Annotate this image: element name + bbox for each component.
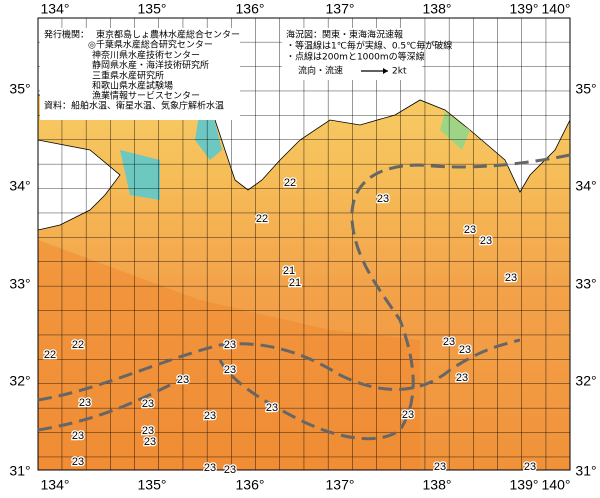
publisher: 三重県水産研究所 xyxy=(92,69,164,81)
source: 資料：船舶水温、衛星水温、気象庁解析水温 xyxy=(44,100,224,112)
longitude-label: 140° xyxy=(542,1,571,17)
latitude-label: 31° xyxy=(9,463,30,479)
publisher: 東京都島しょ農林水産総合センター xyxy=(96,29,240,41)
latitude-label: 34° xyxy=(9,178,30,194)
current-axis xyxy=(37,153,571,441)
info-box xyxy=(40,28,240,120)
contour-label: 23 xyxy=(443,336,455,348)
longitude-label: 139° xyxy=(510,477,539,493)
publisher: 漁業情報サービスセンター xyxy=(92,90,200,102)
longitude-label: 134° xyxy=(41,1,70,17)
longitude-label: 135° xyxy=(138,1,167,17)
longitude-label: 139° xyxy=(510,1,539,17)
longitude-label: 137° xyxy=(326,477,355,493)
contour-label: 23 xyxy=(177,374,189,386)
longitude-label: 138° xyxy=(423,1,452,17)
publisher: 和歌山県水産試験場 xyxy=(92,80,173,92)
publisher: 静岡県水産・海洋技術研究所 xyxy=(92,59,209,71)
contour-label: 22 xyxy=(284,177,296,189)
contour-label: 23 xyxy=(224,339,236,351)
current-scale: 2kt xyxy=(392,67,407,77)
contour-label: 23 xyxy=(72,456,84,468)
longitude-label: 138° xyxy=(423,477,452,493)
legend-note: ・等温線は1℃毎が実線、0.5℃毎が破線 xyxy=(286,40,452,52)
legend-note: ・点線は200mと1000mの等深線 xyxy=(286,51,425,63)
contour-label: 23 xyxy=(144,436,156,448)
contour-label: 23 xyxy=(224,464,236,476)
contour-label: 21 xyxy=(289,277,301,289)
contour-label: 23 xyxy=(79,397,91,409)
latitude-label: 32° xyxy=(9,373,30,389)
latitude-label: 31° xyxy=(575,463,596,479)
contour-label: 23 xyxy=(142,425,154,437)
longitude-label: 137° xyxy=(326,1,355,17)
contour-label: 23 xyxy=(456,372,468,384)
contour-label: 23 xyxy=(72,430,84,442)
latitude-label: 33° xyxy=(575,276,596,292)
contour-label: 21 xyxy=(283,265,295,277)
latitude-label: 32° xyxy=(575,373,596,389)
longitude-label: 136° xyxy=(236,477,265,493)
latitude-label: 34° xyxy=(575,178,596,194)
contour-label: 23 xyxy=(524,461,536,473)
contour-label: 22 xyxy=(256,213,268,225)
longitude-label: 134° xyxy=(41,477,70,493)
contour-label: 23 xyxy=(402,409,414,421)
contour-label: 23 xyxy=(459,344,471,356)
longitude-label: 135° xyxy=(138,477,167,493)
publisher: ◎千葉県水産総合研究センター xyxy=(88,39,213,51)
contour-label: 23 xyxy=(204,462,216,474)
contour-label: 22 xyxy=(44,349,56,361)
contour-label: 23 xyxy=(266,402,278,414)
arrow-head xyxy=(383,68,388,74)
contour-label: 23 xyxy=(377,193,389,205)
latitude-label: 35° xyxy=(575,81,596,97)
contour-label: 23 xyxy=(142,398,154,410)
legend-title: 海況図：関東・東海海況速報 xyxy=(286,29,403,41)
contour-label: 23 xyxy=(224,364,236,376)
legend-box xyxy=(282,28,422,80)
contour-label: 23 xyxy=(434,461,446,473)
contour-label: 23 xyxy=(204,410,216,422)
latitude-label: 33° xyxy=(9,276,30,292)
latitude-label: 35° xyxy=(9,81,30,97)
longitude-label: 136° xyxy=(236,1,265,17)
contour-label: 23 xyxy=(505,272,517,284)
current-label: 流向・流速 xyxy=(298,65,343,77)
contour-label: 22 xyxy=(72,339,84,351)
contour-label: 23 xyxy=(480,235,492,247)
contour-label: 23 xyxy=(464,224,476,236)
publisher: 神奈川県水産技術センター xyxy=(92,49,200,61)
longitude-label: 140° xyxy=(542,477,571,493)
publisher-label: 発行機関： xyxy=(44,29,89,41)
